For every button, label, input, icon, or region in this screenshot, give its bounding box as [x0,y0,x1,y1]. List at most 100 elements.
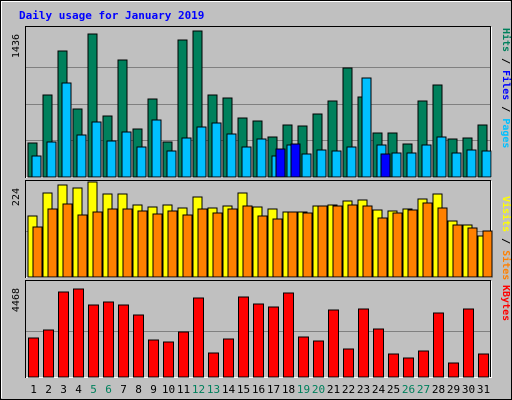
bar-sites-day-16 [257,215,268,278]
y-max-label: 4468 [11,288,22,312]
bar-sites-day-18 [287,211,298,278]
bar-kbytes-day-6 [103,301,114,378]
y-max-label: 224 [11,188,22,206]
x-tick-label: 10 [162,383,175,396]
bar-kbytes-day-9 [148,339,159,378]
x-tick-label: 3 [60,383,67,396]
bar-kbytes-day-2 [43,329,54,378]
bar-kbytes-day-23 [358,308,369,378]
bar-sites-day-9 [152,213,163,278]
bar-kbytes-day-27 [418,350,429,378]
bar-kbytes-day-22 [343,348,354,378]
bar-files-day-2 [46,141,57,178]
bar-sites-day-2 [47,208,58,278]
bar-sites-day-13 [212,212,223,278]
panel-visits: 224 Visits / Sites [11,180,512,280]
bar-sites-day-1 [32,226,43,278]
bar-kbytes-day-19 [298,336,309,378]
bar-sites-day-6 [107,208,118,278]
bar-files-day-7 [121,131,132,178]
bar-sites-day-3 [62,203,73,278]
bar-kbytes-day-30 [463,308,474,378]
bar-kbytes-day-11 [178,331,189,378]
bar-files-day-10 [166,150,177,178]
bar-files-day-29 [451,152,462,178]
bar-sites-day-4 [77,214,88,278]
bar-files-day-9 [151,119,162,178]
x-tick-label: 13 [207,383,220,396]
x-tick-label: 14 [222,383,236,396]
x-tick-label: 23 [357,383,370,396]
bar-sites-day-7 [122,208,133,278]
side-label-kbytes: KBytes [500,285,511,321]
bar-files-day-8 [136,146,147,178]
side-label-separator: / [500,100,511,118]
bar-sites-day-29 [452,224,463,278]
series-files [31,77,492,178]
bar-kbytes-day-8 [133,314,144,378]
bar-sites-day-22 [347,204,358,278]
bar-kbytes-day-12 [193,297,204,378]
x-tick-label: 5 [90,383,97,396]
bar-kbytes-day-1 [28,337,39,378]
series-pages [275,143,391,178]
bar-kbytes-day-5 [88,304,99,378]
bar-kbytes-day-29 [448,362,459,378]
x-tick-label: 2 [45,383,52,396]
side-label-kbytes: KBytes [500,285,511,321]
x-tick-label: 16 [252,383,265,396]
x-tick-label: 4 [75,383,82,396]
bar-sites-day-17 [272,218,283,278]
bar-sites-day-26 [407,209,418,278]
chart-title: Daily usage for January 2019 [19,9,204,22]
chart-panels: 1436 Hits / Files / Pages 224 Visits / Site… [11,26,512,378]
bar-files-day-14 [226,133,237,178]
bar-sites-day-30 [467,227,478,278]
bar-kbytes-day-18 [283,292,294,378]
bar-sites-day-19 [302,212,313,278]
x-tick-label: 9 [150,383,157,396]
side-label-visits: Visits [500,196,512,232]
bar-files-day-28 [436,136,447,178]
bar-files-day-25 [391,152,402,178]
x-tick-label: 20 [312,383,325,396]
bar-kbytes-day-7 [118,304,129,378]
bar-sites-day-31 [482,230,493,278]
bar-sites-day-11 [182,214,193,278]
bar-files-day-3 [61,82,72,178]
x-tick-label: 15 [237,383,250,396]
bar-files-day-23 [361,77,372,178]
x-tick-label: 8 [135,383,142,396]
bar-kbytes-day-20 [313,340,324,378]
bar-kbytes-day-31 [478,353,489,378]
panel-kbytes: 4468 KBytes [11,280,511,378]
bar-files-day-20 [316,149,327,178]
bar-kbytes-day-21 [328,309,339,378]
side-label-pages: Pages [500,118,511,148]
x-tick-label: 18 [282,383,295,396]
bar-pages-day-17 [275,148,286,178]
bar-files-day-26 [406,152,417,178]
x-tick-label: 19 [297,383,310,396]
bar-kbytes-day-24 [373,328,384,378]
bar-kbytes-day-4 [73,288,84,378]
bar-files-day-11 [181,137,192,178]
bar-kbytes-day-17 [268,306,279,378]
series-sites [32,202,493,278]
bar-sites-day-5 [92,211,103,278]
bar-files-day-21 [331,150,342,178]
x-tick-label: 12 [192,383,205,396]
x-tick-label: 26 [402,383,415,396]
bar-kbytes-day-26 [403,357,414,378]
bar-sites-day-27 [422,202,433,278]
bar-sites-day-12 [197,208,208,278]
bar-sites-day-28 [437,207,448,278]
bar-kbytes-day-3 [58,291,69,378]
bar-sites-day-20 [317,205,328,278]
bar-pages-day-18 [290,143,301,178]
side-label-separator: / [500,52,511,70]
bar-kbytes-day-28 [433,312,444,378]
x-tick-label: 25 [387,383,400,396]
bar-kbytes-day-25 [388,353,399,378]
x-tick-label: 30 [462,383,475,396]
